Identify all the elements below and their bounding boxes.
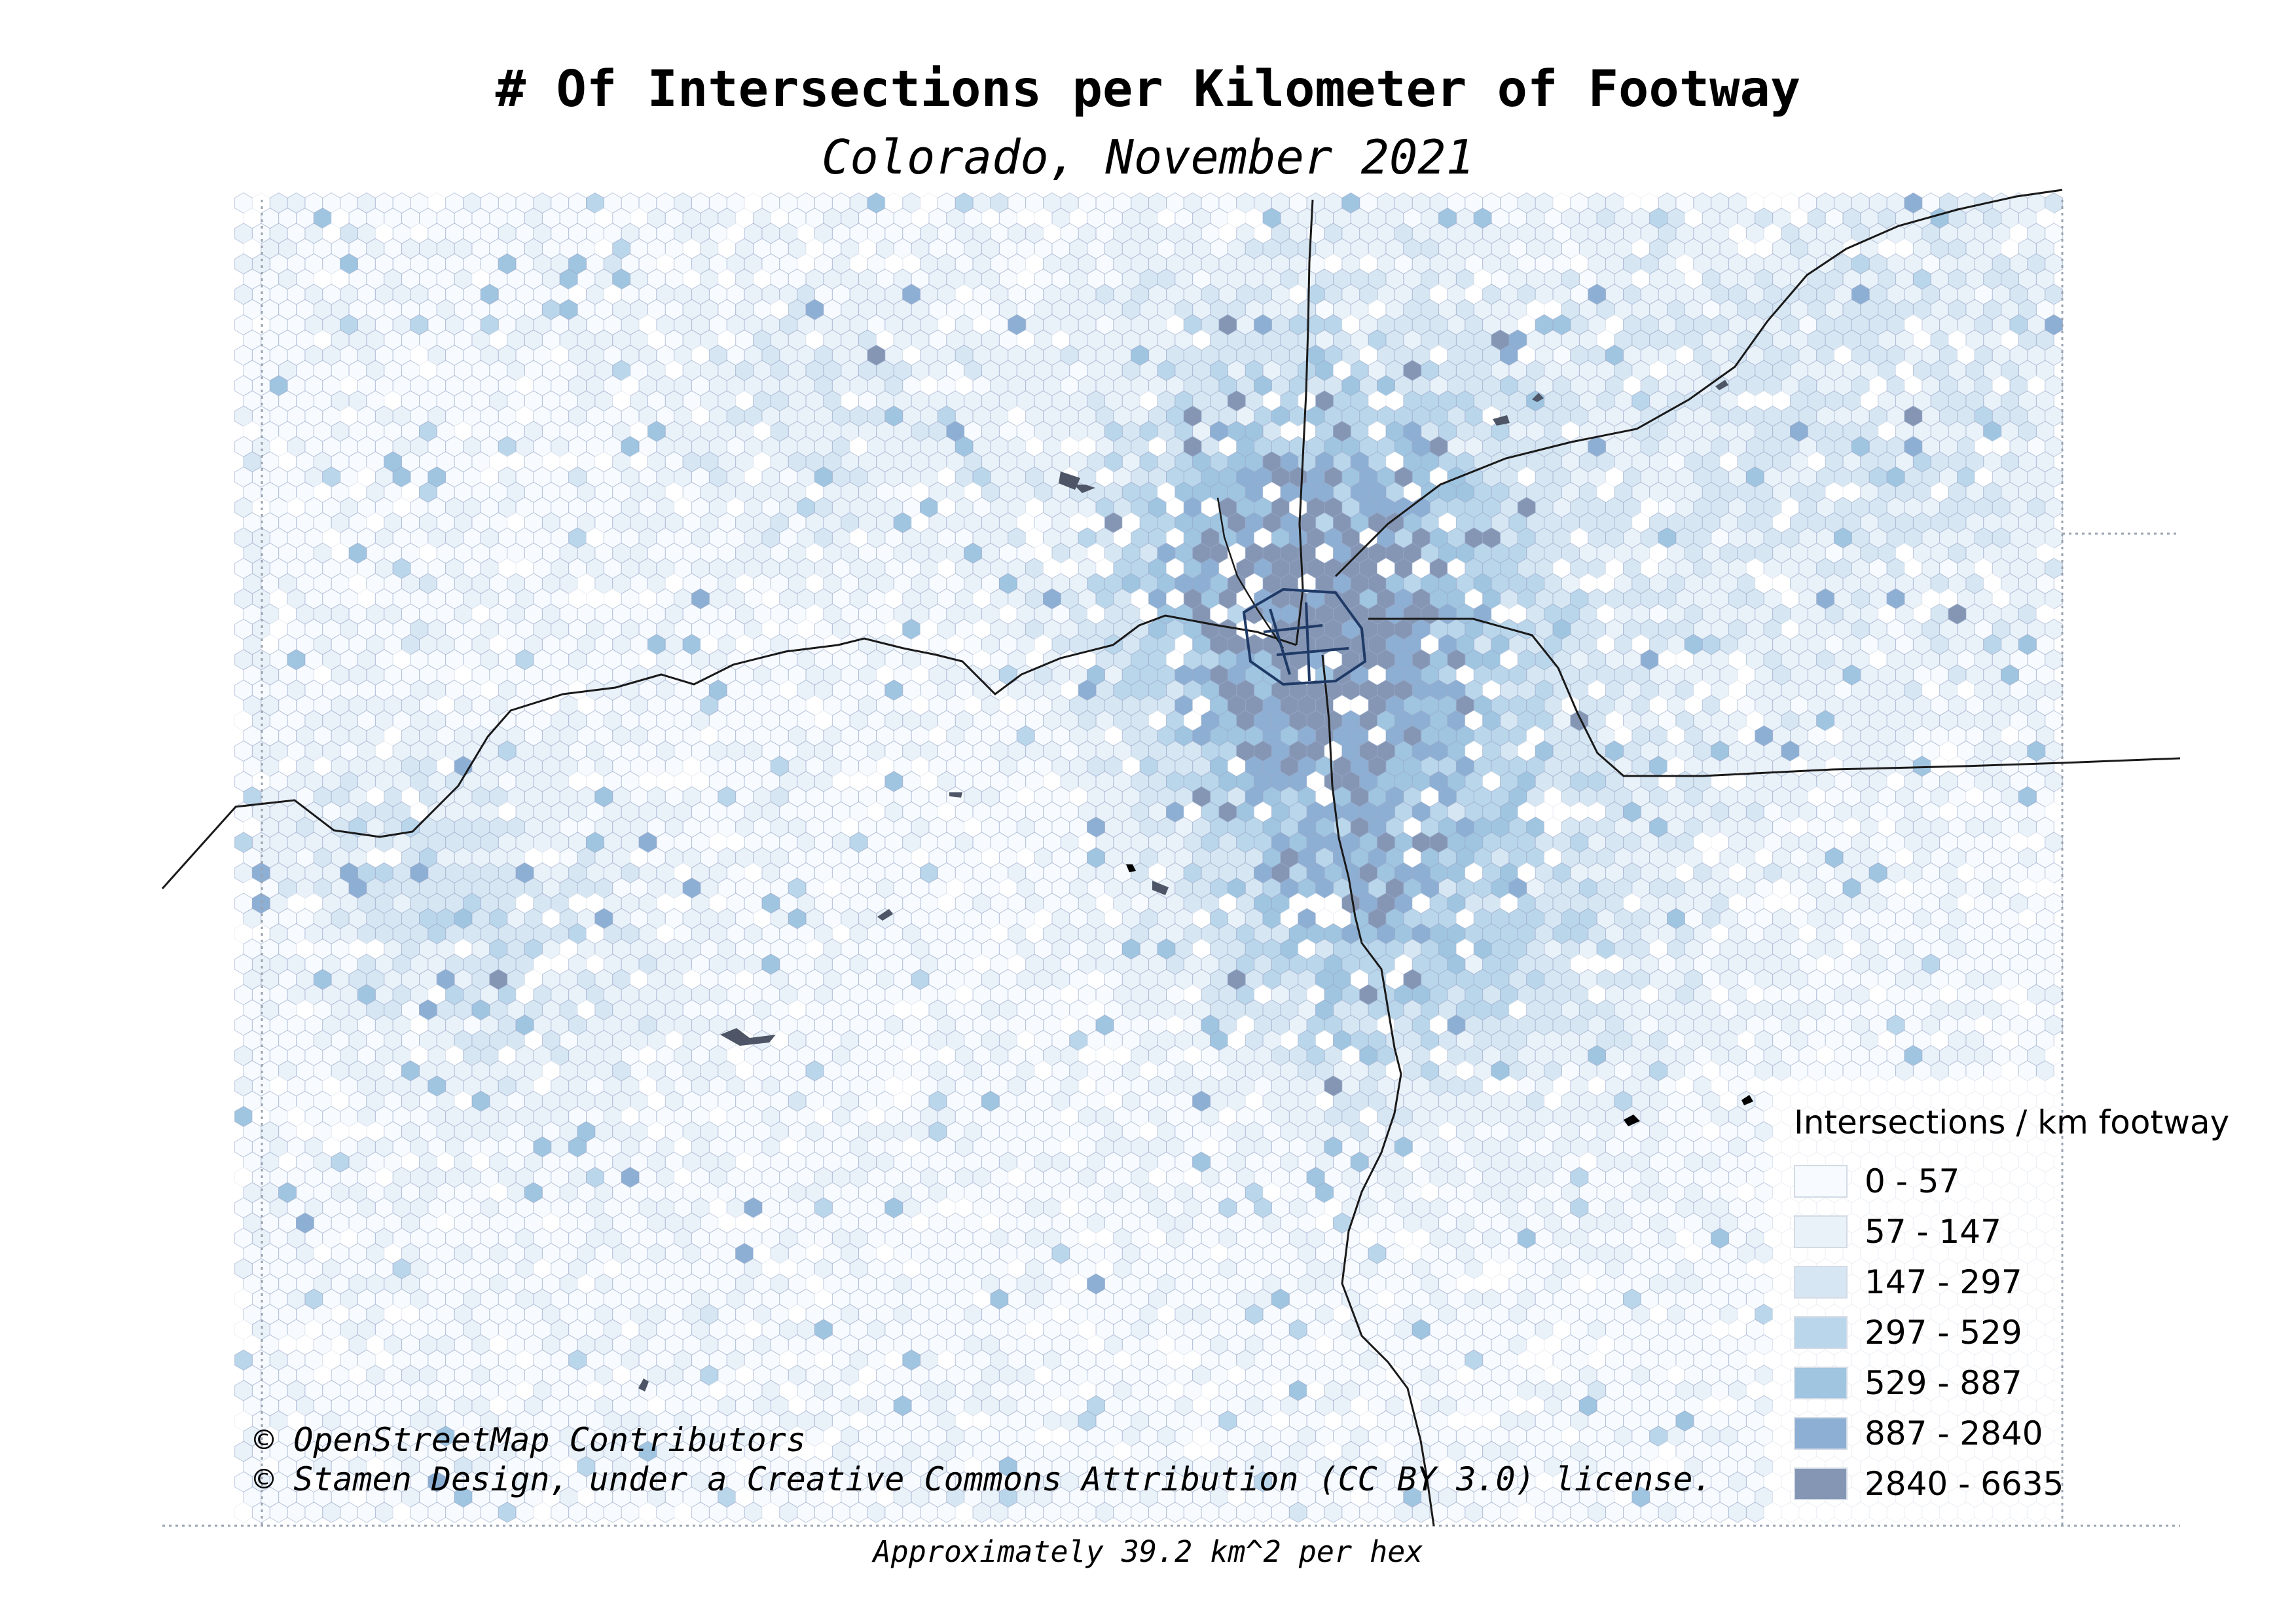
map-subtitle: Colorado, November 2021 bbox=[822, 130, 1474, 185]
map-title: # Of Intersections per Kilometer of Foot… bbox=[495, 60, 1801, 119]
hex-grid-layer bbox=[234, 192, 2064, 1523]
